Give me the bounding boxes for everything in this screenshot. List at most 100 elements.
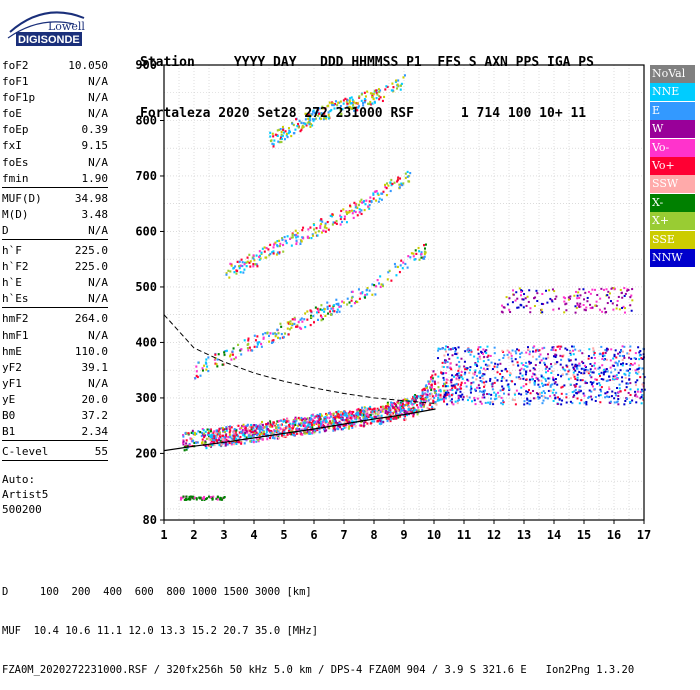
echo-point [274, 241, 277, 244]
echo-point [364, 203, 367, 206]
echo-point [381, 408, 384, 411]
echo-point [354, 101, 357, 105]
echo-point [452, 347, 455, 350]
echo-point [614, 375, 617, 378]
echo-point [458, 374, 461, 377]
echo-point [442, 379, 445, 382]
echo-point [323, 310, 326, 313]
echo-point [540, 375, 543, 378]
echo-point [560, 403, 563, 406]
echo-point [573, 394, 576, 397]
echo-point [223, 351, 226, 354]
echo-point [549, 389, 552, 392]
echo-point [420, 398, 423, 401]
echo-point [576, 397, 579, 400]
echo-point [230, 358, 233, 361]
echo-point [560, 386, 563, 389]
echo-point [247, 434, 250, 437]
echo-point [466, 348, 469, 351]
echo-point [572, 373, 575, 376]
legend-item-noval: NoVal [650, 65, 695, 83]
echo-point [429, 386, 432, 389]
echo-point [276, 328, 279, 331]
echo-point [526, 397, 529, 400]
echo-point [372, 197, 375, 200]
echo-point [572, 371, 575, 374]
echo-point [334, 418, 337, 421]
echo-point [320, 425, 323, 428]
echo-point [371, 102, 374, 105]
echo-point [272, 435, 275, 438]
param-value: N/A [88, 91, 108, 105]
echo-point [562, 368, 565, 371]
echo-point [209, 430, 212, 433]
echo-point [480, 380, 483, 383]
echo-point [434, 391, 437, 394]
echo-point [377, 409, 380, 412]
echo-point [634, 384, 637, 387]
echo-point [278, 251, 281, 254]
echo-point [264, 256, 267, 259]
echo-point [372, 409, 375, 412]
echo-point [434, 373, 437, 376]
echo-point [560, 358, 563, 361]
echo-point [405, 413, 408, 417]
echo-point [498, 358, 501, 361]
echo-point [552, 348, 555, 351]
echo-point [266, 438, 269, 441]
echo-point [493, 352, 496, 355]
echo-point [353, 209, 356, 213]
echo-point [336, 422, 339, 425]
echo-point [268, 334, 271, 338]
echo-point [604, 311, 607, 314]
echo-point [383, 95, 386, 99]
echo-point [337, 101, 340, 104]
echo-point [397, 85, 400, 88]
echo-point [579, 385, 582, 388]
echo-point [590, 383, 593, 386]
echo-point [506, 349, 509, 352]
echo-point [486, 367, 489, 370]
echo-point [501, 385, 504, 388]
echo-point [453, 375, 456, 378]
echo-point [513, 392, 516, 395]
echo-point [569, 351, 572, 354]
echo-point [335, 416, 338, 419]
echo-point [481, 352, 484, 355]
echo-point [316, 428, 319, 432]
echo-point [262, 426, 265, 429]
echo-point [555, 391, 558, 394]
echo-point [516, 306, 519, 309]
echo-point [625, 382, 628, 385]
echo-point [634, 357, 637, 360]
echo-point [300, 422, 303, 425]
legend-item-nnw: NNW [650, 248, 695, 267]
echo-point [398, 270, 401, 274]
echo-point [402, 182, 405, 185]
y-tick-label: 500 [135, 280, 157, 294]
x-tick-label: 17 [637, 528, 651, 542]
echo-point [531, 375, 534, 378]
param-value: N/A [88, 376, 108, 390]
echo-point [577, 291, 580, 294]
echo-point [203, 432, 206, 435]
echo-point [389, 408, 392, 411]
echo-point [630, 357, 633, 360]
echo-point [375, 91, 378, 95]
echo-point [629, 401, 632, 404]
echo-point [614, 368, 617, 371]
echo-point [504, 367, 507, 370]
echo-point [384, 185, 387, 189]
param-name: h`F2 [2, 260, 29, 274]
echo-point [269, 420, 272, 423]
echo-point [528, 378, 531, 381]
echo-point [377, 413, 380, 416]
echo-point [423, 388, 426, 392]
echo-point [437, 347, 440, 350]
echo-point [216, 433, 219, 436]
echo-point [535, 349, 538, 352]
echo-point [580, 399, 583, 402]
x-tick-label: 1 [160, 528, 167, 542]
echo-point [392, 86, 395, 89]
echo-point [369, 414, 372, 417]
